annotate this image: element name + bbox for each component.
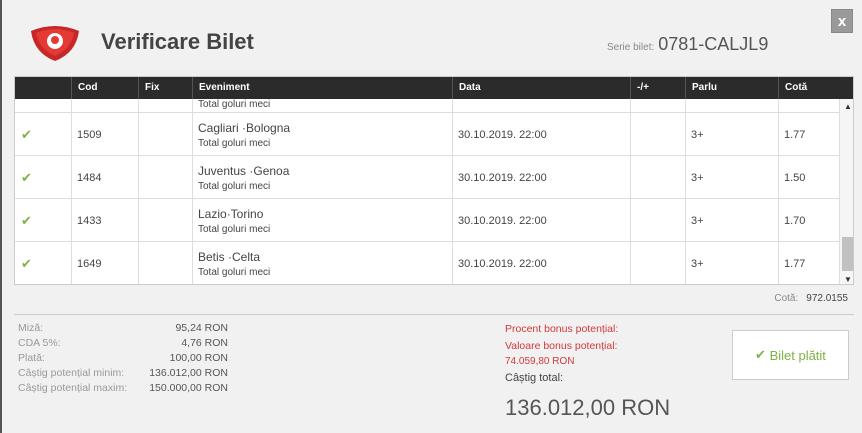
total-odds-label: Cotă:	[774, 293, 799, 304]
pm-cell	[630, 199, 685, 242]
total-odds: Cotă: 972.0155	[774, 293, 848, 304]
event-cell: Lazio·Torino Total goluri meci	[192, 199, 452, 242]
brand-logo	[31, 26, 79, 61]
serial-value: 0781-CALJL9	[658, 34, 769, 54]
market-name: Total goluri meci	[198, 99, 271, 110]
divider	[14, 314, 854, 315]
market-name: Total goluri meci	[198, 180, 271, 192]
column-header: Parlu	[685, 77, 778, 99]
total-win-label: Câștig total:	[505, 372, 564, 384]
check-icon: ✔	[21, 169, 32, 185]
total-odds-value: 972.0155	[806, 293, 848, 304]
parlu-cell: 3+	[685, 113, 778, 156]
cota-cell: 1.77	[778, 113, 839, 156]
column-header: -/+	[630, 77, 685, 99]
event-name: Cagliari ·Bologna	[198, 120, 291, 135]
table-row[interactable]: ✔ 1509 Cagliari ·Bologna Total goluri meci 3…	[15, 113, 839, 156]
event-name: Juventus ·Genoa	[198, 163, 290, 178]
fix-cell	[138, 156, 192, 199]
bonus-value: 74.059,80 RON	[505, 356, 575, 367]
summary-value: 100,00 RON	[169, 352, 228, 364]
parlu-cell: 3+	[685, 199, 778, 242]
pm-cell	[630, 242, 685, 284]
date-cell: 30.10.2019. 22:00	[452, 199, 630, 242]
column-header: Data	[452, 77, 630, 99]
column-header: Cod	[71, 77, 138, 99]
check-icon: ✔	[21, 212, 32, 228]
event-cell: Juventus ·Genoa Total goluri meci	[192, 156, 452, 199]
summary-value: 150.000,00 RON	[149, 382, 228, 394]
summary-row: CDA 5%: 4,76 RON	[18, 337, 228, 349]
summary-row: Câștig potențial maxim: 150.000,00 RON	[18, 382, 228, 394]
table-row[interactable]: ✔ 1484 Juventus ·Genoa Total goluri meci 30.…	[15, 156, 839, 199]
summary-label: Miză:	[18, 322, 44, 334]
summary-row: Câștig potențial minim: 136.012,00 RON	[18, 367, 228, 379]
cota-cell: 1.77	[778, 242, 839, 284]
summary-label: Plată:	[18, 352, 45, 364]
pm-cell	[630, 156, 685, 199]
scrollbar[interactable]: ▲ ▼	[839, 99, 853, 284]
fix-cell	[138, 199, 192, 242]
summary-label: Câștig potențial maxim:	[18, 382, 128, 394]
event-name: Betis ·Celta	[198, 249, 261, 264]
summary-value: 4,76 RON	[181, 337, 228, 349]
total-win-value: 136.012,00 RON	[505, 395, 671, 420]
bonus-percent-label: Procent bonus potențial:	[505, 323, 619, 335]
column-header: Fix	[138, 77, 192, 99]
date-cell: 30.10.2019. 22:00	[452, 242, 630, 284]
market-name: Total goluri meci	[198, 266, 271, 278]
parlu-cell: 3+	[685, 242, 778, 284]
cota-cell: 1.70	[778, 199, 839, 242]
cod-cell: 1433	[71, 199, 138, 242]
check-icon: ✔	[21, 255, 32, 271]
table-row[interactable]: ✔ 1433 Lazio·Torino Total goluri meci 30.10.…	[15, 199, 839, 242]
summary-value: 95,24 RON	[175, 322, 228, 334]
close-button[interactable]: x	[831, 9, 853, 33]
summary-label: CDA 5%:	[18, 337, 61, 349]
check-icon: ✔	[21, 126, 32, 142]
date-cell: 30.10.2019. 22:00	[452, 156, 630, 199]
summary-row: Miză: 95,24 RON	[18, 322, 228, 334]
summary-label: Câștig potențial minim:	[18, 367, 125, 379]
events-table: Cod Fix Eveniment Data -/+ Parlu Cotă Total go…	[14, 76, 854, 285]
event-cell: Betis ·Celta Total goluri meci	[192, 242, 452, 284]
scroll-down-icon[interactable]: ▼	[844, 275, 852, 284]
dialog-title: Verificare Bilet	[101, 29, 254, 54]
summary-row: Plată: 100,00 RON	[18, 352, 228, 364]
market-name: Total goluri meci	[198, 223, 271, 235]
cod-cell: 1649	[71, 242, 138, 284]
check-icon: ✔	[755, 347, 770, 362]
column-header: Cotă	[778, 77, 839, 99]
column-header	[15, 77, 71, 99]
fix-cell	[138, 242, 192, 284]
bonus-value-label: Valoare bonus potențial:	[505, 340, 618, 352]
cod-cell: 1484	[71, 156, 138, 199]
fix-cell	[138, 113, 192, 156]
ticket-paid-button[interactable]: ✔ Bilet plătit	[732, 330, 849, 380]
ticket-serial: Serie bilet: 0781-CALJL9	[607, 34, 768, 55]
cota-cell: 1.50	[778, 156, 839, 199]
serial-label: Serie bilet:	[607, 42, 655, 53]
table-row[interactable]: ✔ 1649 Betis ·Celta Total goluri meci 30.10.…	[15, 242, 839, 284]
parlu-cell: 3+	[685, 156, 778, 199]
cod-cell: 1509	[71, 113, 138, 156]
scrollbar-thumb[interactable]	[842, 237, 853, 271]
pm-cell	[630, 113, 685, 156]
event-name: Lazio·Torino	[198, 206, 264, 221]
ticket-paid-label: Bilet plătit	[769, 347, 826, 363]
column-header: Eveniment	[192, 77, 452, 99]
table-header: Cod Fix Eveniment Data -/+ Parlu Cotă	[15, 77, 853, 99]
scroll-up-icon[interactable]: ▲	[844, 102, 852, 111]
date-cell: 30.10.2019. 22:00	[452, 113, 630, 156]
event-cell: Cagliari ·Bologna Total goluri meci	[192, 113, 452, 156]
market-name: Total goluri meci	[198, 137, 271, 149]
summary-value: 136.012,00 RON	[149, 367, 228, 379]
